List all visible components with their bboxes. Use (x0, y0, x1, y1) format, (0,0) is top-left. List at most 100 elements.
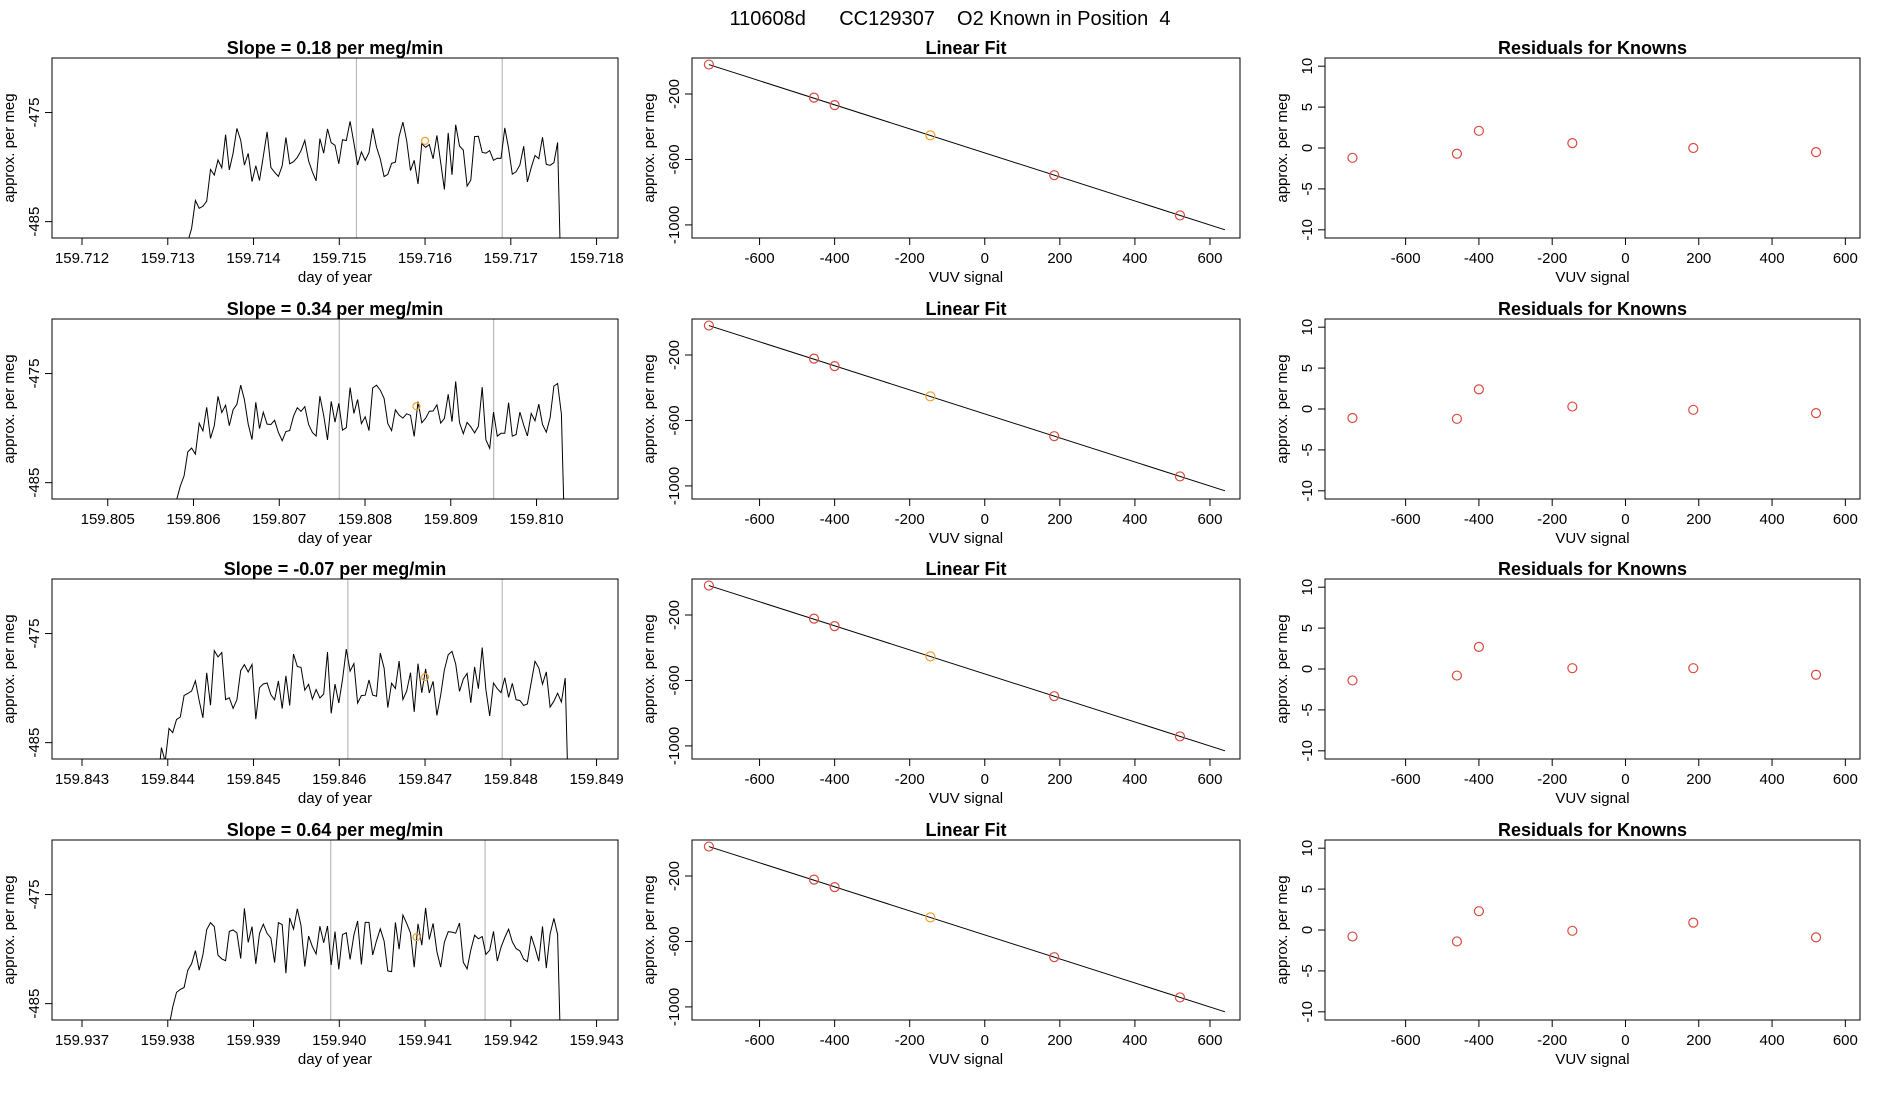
panel-title: Linear Fit (925, 299, 1006, 319)
x-axis-label: VUV signal (929, 269, 1003, 286)
y-tick-label: -600 (666, 926, 683, 956)
x-tick-label: 159.938 (141, 1032, 195, 1049)
x-tick-label: 200 (1686, 250, 1711, 267)
panel-residuals-row-3: Residuals for Knowns -600 -400 -200 0 200 400 6… (1274, 559, 1861, 807)
signal-trace (169, 907, 561, 1020)
x-tick-label: 159.809 (424, 511, 478, 528)
data-point (808, 874, 820, 885)
x-tick-label: 400 (1760, 1032, 1785, 1049)
y-tick-label: 0 (1299, 144, 1316, 152)
x-tick-label: 159.718 (569, 250, 623, 267)
x-tick-label: 0 (1621, 1032, 1629, 1049)
residual-point (1347, 675, 1358, 686)
x-tick-label: 400 (1122, 1032, 1147, 1049)
panel-title: Slope = 0.34 per meg/min (227, 299, 444, 319)
residual-point (1810, 146, 1822, 158)
y-tick-label: -475 (26, 98, 43, 128)
plot-area (1347, 641, 1822, 686)
residual-point (1810, 932, 1822, 943)
plot-area (159, 579, 568, 759)
y-tick-label: -10 (1299, 480, 1316, 502)
panel-timeseries-row-1: Slope = 0.18 per meg/min 159.712 159.713 15… (1, 38, 624, 286)
y-tick-label: 0 (1299, 926, 1316, 934)
data-point (829, 361, 840, 372)
x-tick-label: 600 (1833, 771, 1858, 788)
x-axis-label: day of year (298, 1051, 372, 1068)
residual-point (1567, 137, 1578, 149)
data-point (1049, 952, 1060, 963)
signal-trace (176, 381, 565, 499)
x-tick-label: 600 (1197, 771, 1222, 788)
data-point (1174, 731, 1186, 742)
residual-point (1451, 413, 1463, 424)
x-tick-label: 159.849 (569, 771, 623, 788)
residual-point (1451, 148, 1463, 159)
panel-title: Slope = 0.18 per meg/min (227, 38, 444, 58)
x-tick-label: 159.939 (226, 1032, 280, 1049)
residual-point (1688, 663, 1699, 674)
panel-timeseries-row-2: Slope = 0.34 per meg/min 159.805 159.806 15… (1, 299, 619, 547)
signal-trace (188, 121, 561, 238)
residual-point (1451, 936, 1463, 947)
y-tick-label: -600 (666, 405, 683, 435)
x-tick-label: 159.937 (55, 1032, 109, 1049)
y-tick-label: -5 (1299, 703, 1316, 716)
panel-title: Residuals for Knowns (1498, 38, 1687, 58)
x-tick-label: -200 (895, 1032, 925, 1049)
y-tick-label: 10 (1299, 840, 1316, 857)
x-tick-label: 159.712 (55, 250, 109, 267)
panel-fit-row-4: Linear Fit -600 -400 -200 0 200 400 600 VUV sign… (641, 820, 1241, 1068)
data-point (1049, 431, 1060, 442)
plot-area (169, 840, 561, 1020)
panel-title: Residuals for Knowns (1498, 559, 1687, 579)
data-point (1049, 170, 1060, 181)
panel-title: Slope = -0.07 per meg/min (224, 559, 447, 579)
x-axis-label: VUV signal (929, 530, 1003, 547)
data-point (1174, 210, 1186, 221)
y-tick-label: 10 (1299, 58, 1316, 75)
y-tick-label: -600 (666, 665, 683, 695)
x-tick-label: 159.942 (484, 1032, 538, 1049)
y-tick-label: -5 (1299, 182, 1316, 195)
y-tick-label: -485 (26, 468, 43, 498)
plot-frame (51, 57, 619, 239)
x-tick-label: 200 (1686, 1032, 1711, 1049)
x-tick-label: 159.843 (55, 771, 109, 788)
residual-point (1567, 925, 1578, 936)
plot-area (703, 59, 1226, 231)
x-tick-label: -200 (895, 771, 925, 788)
y-axis-label: approx. per meg (641, 354, 658, 463)
x-tick-label: 159.847 (398, 771, 452, 788)
panel-residuals-row-2: Residuals for Knowns -600 -400 -200 0 200 400 6… (1274, 299, 1861, 547)
x-tick-label: -400 (1464, 1032, 1494, 1049)
plot-area (703, 580, 1226, 752)
mean-point-marker (412, 932, 421, 942)
x-tick-label: 159.807 (252, 511, 306, 528)
x-tick-label: 200 (1686, 511, 1711, 528)
data-point (808, 92, 820, 103)
y-tick-label: 0 (1299, 665, 1316, 673)
x-tick-label: 0 (981, 771, 989, 788)
x-tick-label: 159.805 (81, 511, 135, 528)
plot-frame (1324, 839, 1861, 1021)
x-tick-label: -400 (820, 1032, 850, 1049)
plot-area (1347, 906, 1822, 947)
x-tick-label: 159.941 (398, 1032, 452, 1049)
y-tick-label: -200 (666, 861, 683, 891)
x-tick-label: 159.806 (166, 511, 220, 528)
y-tick-label: 10 (1299, 319, 1316, 336)
residual-point (1688, 404, 1699, 415)
x-tick-label: 200 (1047, 771, 1072, 788)
panel-title: Linear Fit (925, 38, 1006, 58)
data-point (829, 621, 840, 632)
y-tick-label: -475 (26, 880, 43, 910)
y-tick-label: -1000 (666, 206, 683, 244)
x-tick-label: 159.846 (312, 771, 366, 788)
x-tick-label: 600 (1833, 511, 1858, 528)
x-tick-label: 159.716 (398, 250, 452, 267)
fit-line (708, 325, 1226, 492)
x-tick-label: 0 (981, 511, 989, 528)
plot-frame (691, 57, 1241, 239)
x-tick-label: 400 (1760, 250, 1785, 267)
y-tick-label: -5 (1299, 964, 1316, 977)
